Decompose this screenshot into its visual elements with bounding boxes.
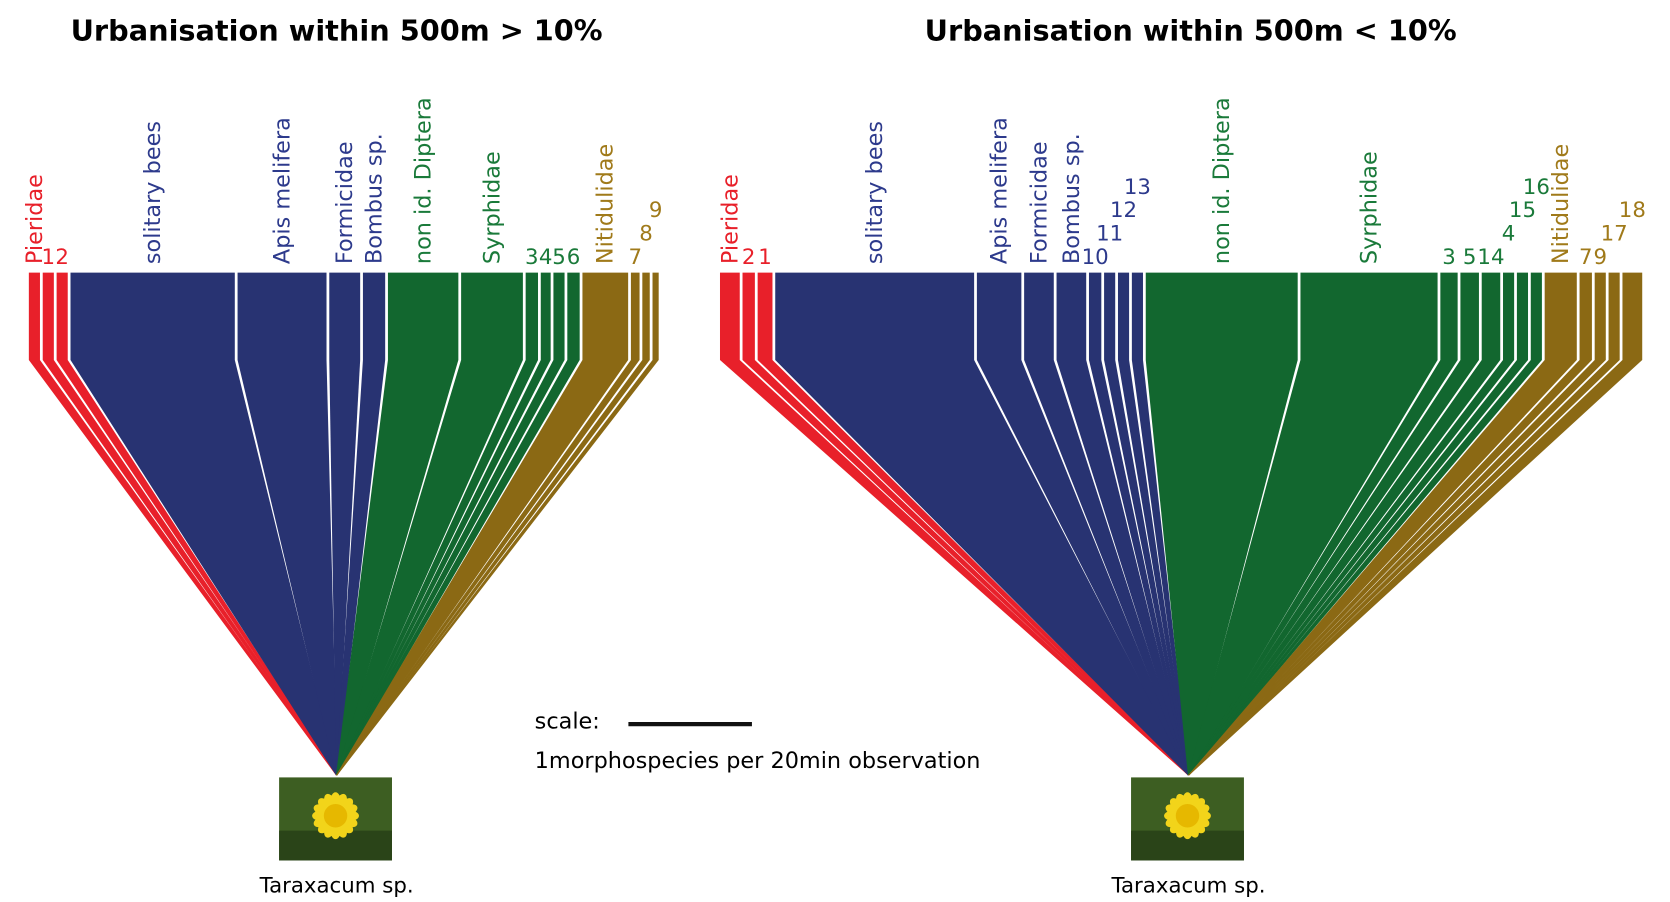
pollinator-label: Nitidulidae	[593, 144, 619, 264]
pollinator-label: 3	[525, 245, 539, 270]
pollinator-label: 7	[1579, 245, 1593, 270]
interaction-link	[1145, 272, 1298, 776]
pollinator-label: Syrphidae	[479, 151, 505, 264]
pollinator-label: Apis melifera	[269, 117, 295, 264]
pollinator-label: 2	[742, 245, 756, 270]
plant-label: Taraxacum sp.	[1111, 873, 1266, 898]
pollinator-label: 17	[1601, 222, 1628, 247]
pollinator-label: solitary bees	[862, 121, 888, 264]
pollinator-label: 16	[1523, 175, 1550, 200]
scale-label: scale:	[535, 708, 600, 734]
interaction-link	[1131, 272, 1190, 776]
pollinator-label: 8	[639, 222, 653, 247]
interaction-link	[335, 272, 386, 776]
pollinator-label: 9	[1593, 245, 1607, 270]
pollinator-label: Apis melifera	[987, 117, 1013, 264]
pollinator-label: 9	[649, 198, 663, 223]
pollinator-label: 13	[1124, 175, 1151, 200]
pollinator-label: non id. Diptera	[1209, 97, 1235, 264]
plant-label: Taraxacum sp.	[259, 873, 414, 898]
pollinator-label: 6	[567, 245, 581, 270]
flower-center	[1175, 804, 1200, 828]
interaction-link	[335, 272, 629, 776]
pollinator-label: Syrphidae	[1356, 151, 1382, 264]
interaction-link	[1117, 272, 1190, 776]
interaction-link	[1024, 272, 1190, 776]
pollinator-label: 1	[758, 245, 772, 270]
flower-center	[323, 804, 348, 828]
interaction-link	[1104, 272, 1190, 776]
pollinator-label: 15	[1509, 198, 1536, 223]
pollinator-label: 5	[1463, 245, 1477, 270]
interaction-link	[335, 272, 523, 776]
pollinator-label: Bombus sp.	[362, 133, 388, 264]
pollinator-label: 5	[552, 245, 566, 270]
plant-image	[1131, 777, 1244, 861]
interaction-link	[335, 272, 459, 776]
pollinator-label: 11	[1096, 222, 1123, 247]
interaction-link	[237, 272, 338, 776]
pollinator-label: 18	[1619, 198, 1646, 223]
pollinator-label: 2	[55, 245, 69, 270]
interaction-link	[976, 272, 1190, 776]
plant-image	[279, 777, 392, 861]
pollinator-label: Pieridae	[22, 174, 48, 264]
pollinator-label: Pieridae	[717, 174, 743, 264]
pollinator-label: 1	[42, 245, 56, 270]
pollinator-label: 14	[1477, 245, 1504, 270]
interaction-link	[1056, 272, 1190, 776]
interaction-link	[70, 272, 338, 776]
scale-unit: 1morphospecies per 20min observation	[535, 748, 981, 774]
interaction-link	[1088, 272, 1190, 776]
interaction-link	[1187, 272, 1438, 776]
pollinator-label: Formicidae	[332, 141, 358, 264]
interaction-link	[775, 272, 1190, 776]
pollinator-label: 3	[1442, 245, 1456, 270]
pollinator-label: 4	[539, 245, 553, 270]
pollinator-label: 12	[1110, 198, 1137, 223]
pollinator-label: Formicidae	[1026, 141, 1052, 264]
pollinator-label: 4	[1502, 222, 1516, 247]
interaction-link	[329, 272, 361, 776]
pollinator-label: non id. Diptera	[411, 97, 437, 264]
pollinator-label: 10	[1082, 245, 1109, 270]
pollinator-label: solitary bees	[140, 121, 166, 264]
pollinator-label: Nitidulidae	[1548, 144, 1574, 264]
pollinator-label: Bombus sp.	[1059, 133, 1085, 264]
panel-title: Urbanisation within 500m < 10%	[925, 13, 1457, 47]
panel-title: Urbanisation within 500m > 10%	[71, 13, 603, 47]
pollinator-label: 7	[628, 245, 642, 270]
